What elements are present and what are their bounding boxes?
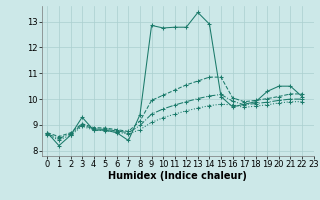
X-axis label: Humidex (Indice chaleur): Humidex (Indice chaleur) <box>108 171 247 181</box>
